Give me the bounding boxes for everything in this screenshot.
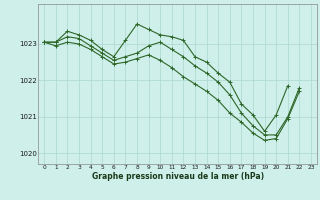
X-axis label: Graphe pression niveau de la mer (hPa): Graphe pression niveau de la mer (hPa) [92, 172, 264, 181]
